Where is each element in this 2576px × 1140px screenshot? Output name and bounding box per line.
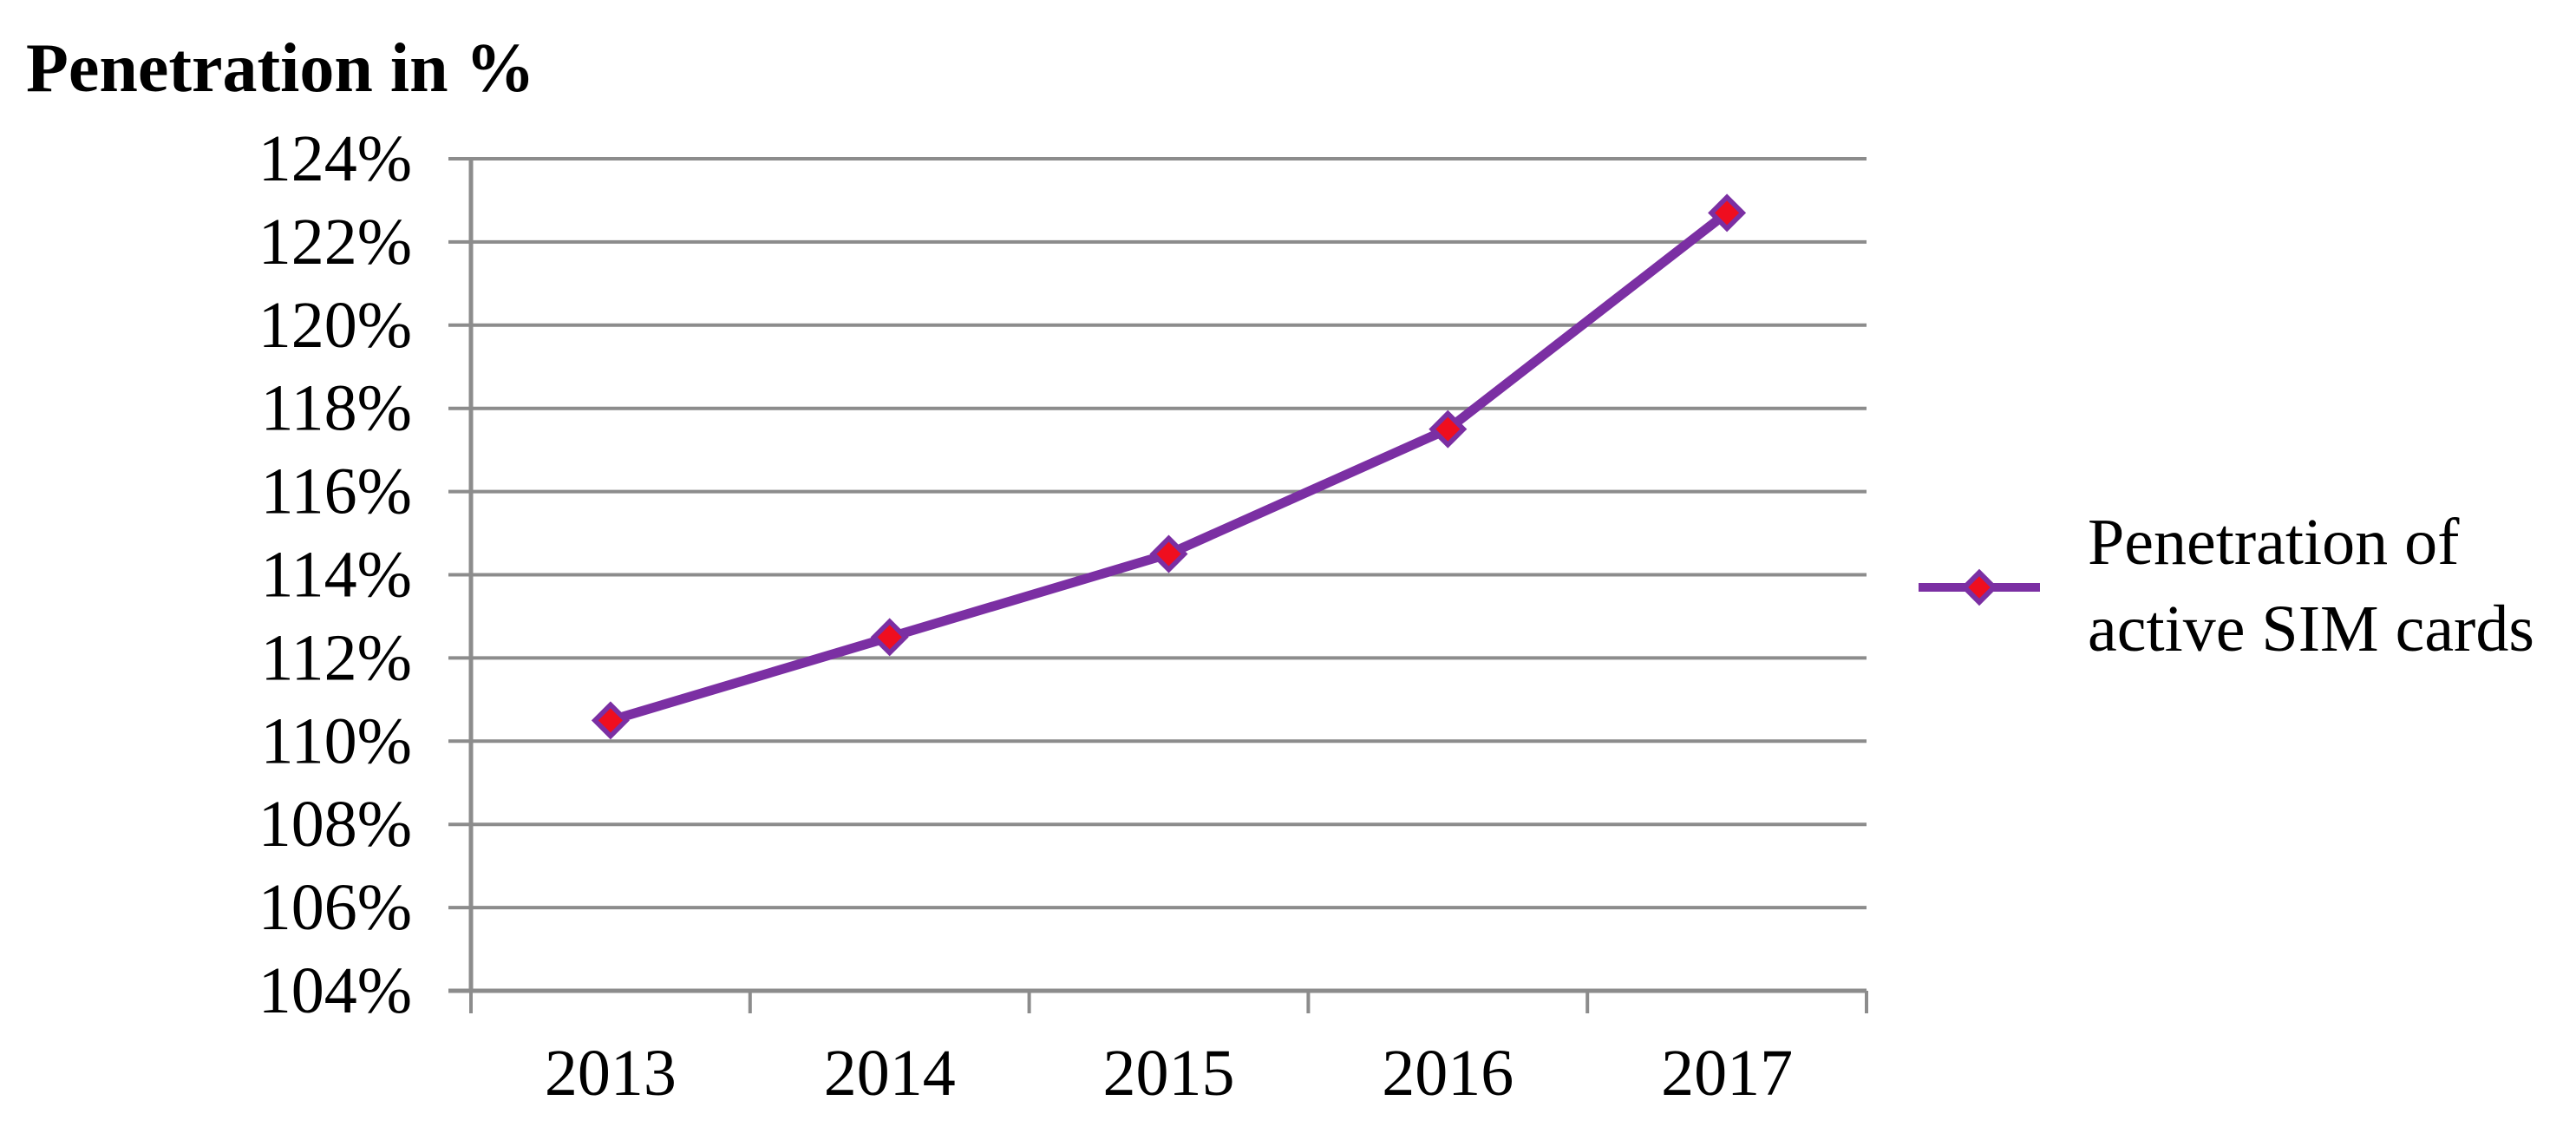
- data-point-marker-core: [877, 625, 902, 650]
- y-tick-label: 120%: [258, 289, 412, 362]
- y-tick-label: 106%: [258, 871, 412, 944]
- legend: Penetration of active SIM cards: [1912, 506, 2534, 698]
- x-tick-label: 2013: [545, 1037, 677, 1110]
- y-tick-label: 108%: [258, 788, 412, 861]
- legend-label-line-1: Penetration of: [2088, 506, 2460, 579]
- chart-title: Penetration in %: [26, 30, 535, 107]
- y-tick-label: 104%: [258, 954, 412, 1027]
- x-tick-label: 2015: [1103, 1037, 1235, 1110]
- data-point-marker-core: [1435, 416, 1461, 442]
- x-tick-label: 2016: [1382, 1037, 1514, 1110]
- legend-label-line-2: active SIM cards: [2088, 593, 2534, 665]
- y-tick-label: 124%: [258, 122, 412, 195]
- data-point-marker-core: [598, 708, 623, 733]
- x-tick-label: 2017: [1661, 1037, 1793, 1110]
- data-point-marker-core: [1715, 200, 1740, 226]
- y-tick-label: 116%: [261, 455, 413, 528]
- y-tick-label: 112%: [261, 621, 413, 694]
- y-tick-label: 114%: [261, 539, 413, 612]
- y-tick-label: 122%: [258, 206, 412, 278]
- y-tick-label: 118%: [261, 372, 413, 445]
- x-tick-label: 2014: [824, 1037, 956, 1110]
- y-tick-label: 110%: [261, 704, 413, 777]
- legend-label: Penetration of active SIM cards: [2088, 499, 2534, 672]
- data-point-marker-core: [1156, 541, 1181, 567]
- series-line: [605, 207, 1732, 725]
